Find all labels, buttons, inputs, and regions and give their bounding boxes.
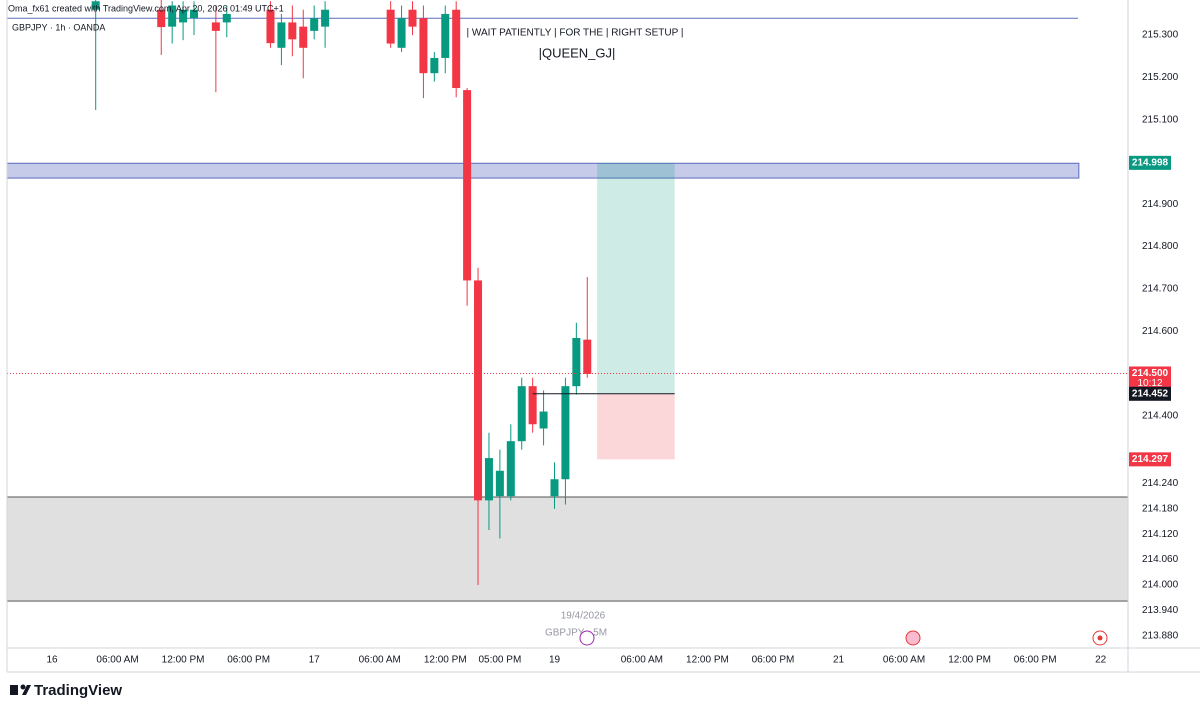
candle-body	[506, 441, 515, 497]
x-tick-label: 06:00 AM	[359, 655, 401, 666]
event-icon[interactable]	[905, 630, 921, 646]
y-tick-label: 214.120	[1142, 529, 1179, 540]
candle-body	[91, 1, 100, 10]
y-tick-label: 213.940	[1142, 605, 1179, 616]
x-tick-label: 22	[1095, 655, 1107, 666]
candle-body	[299, 26, 308, 48]
x-tick-label: 21	[833, 655, 845, 666]
candle-body	[517, 386, 526, 442]
candle-body	[277, 22, 286, 48]
candle-body	[266, 9, 275, 44]
price-label-box	[1129, 386, 1171, 401]
price-label: 214.998	[1132, 157, 1169, 168]
x-tick-label: 17	[309, 655, 321, 666]
y-tick-label: 214.700	[1142, 284, 1179, 295]
candle-body	[452, 9, 461, 88]
x-tick-label: 06:00 AM	[96, 655, 138, 666]
candle-body	[386, 9, 395, 44]
x-tick-label: 12:00 PM	[162, 655, 205, 666]
y-tick-label: 214.180	[1142, 503, 1179, 514]
x-tick-label: 16	[46, 655, 58, 666]
candle-body	[484, 458, 493, 501]
candle-body	[539, 411, 548, 429]
candle-body	[474, 280, 483, 501]
logo-mark	[20, 684, 26, 690]
y-tick-label: 214.600	[1142, 326, 1179, 337]
y-tick-label: 215.200	[1142, 72, 1179, 83]
x-tick-label: 12:00 PM	[948, 655, 991, 666]
plot-area	[7, 0, 1128, 602]
x-tick-label: 12:00 PM	[424, 655, 467, 666]
candle-body	[310, 18, 319, 31]
candle-body	[190, 9, 199, 19]
event-icon-dot	[1097, 635, 1103, 641]
x-tick-label: 06:00 AM	[621, 655, 663, 666]
annotation: |QUEEN_GJ|	[539, 45, 616, 60]
candle-body	[419, 18, 428, 74]
credit: Oma_fx61 created with TradingView.com, A…	[8, 3, 284, 13]
annotation: | WAIT PATIENTLY | FOR THE | RIGHT SETUP…	[467, 28, 684, 39]
candle-body	[561, 386, 570, 480]
candle-body	[495, 470, 504, 497]
date-label: 19/4/2026	[561, 611, 606, 622]
candle-body	[211, 22, 220, 31]
candle-body	[179, 9, 188, 23]
y-tick-label: 215.100	[1142, 114, 1179, 125]
symbol: GBPJPY · 1h · OANDA	[12, 22, 105, 32]
candle-body	[321, 9, 330, 27]
target-zone	[597, 162, 675, 394]
candle-body	[441, 13, 450, 58]
y-tick-label: 214.900	[1142, 199, 1179, 210]
candle-body	[528, 386, 537, 425]
candle-body	[550, 479, 559, 497]
y-tick-label: 215.300	[1142, 30, 1179, 41]
candle-body	[408, 9, 417, 27]
candle-body	[168, 5, 177, 27]
price-label: 214.452	[1132, 388, 1169, 399]
x-tick-label: 06:00 PM	[1014, 655, 1057, 666]
price-label: 214.500	[1132, 368, 1169, 379]
candle-body	[572, 337, 581, 387]
event-icon[interactable]	[579, 630, 595, 646]
stop-zone	[597, 393, 675, 460]
price-label-box	[1129, 155, 1171, 170]
candle-body	[222, 13, 231, 23]
y-tick-label: 214.400	[1142, 410, 1179, 421]
x-tick-label: 06:00 PM	[227, 655, 270, 666]
price-label-box	[1129, 366, 1171, 389]
x-tick-label: 12:00 PM	[686, 655, 729, 666]
price-label-box	[1129, 452, 1171, 467]
candle-body	[157, 9, 166, 28]
candle-body	[583, 339, 592, 374]
x-tick-label: 06:00 PM	[752, 655, 795, 666]
y-tick-label: 214.800	[1142, 241, 1179, 252]
y-tick-label: 214.060	[1142, 554, 1179, 565]
candle-body	[463, 90, 472, 281]
logo-mark	[22, 685, 31, 695]
brand: TradingView	[34, 682, 122, 699]
price-label: 214.297	[1132, 454, 1169, 465]
zone	[7, 162, 1080, 179]
candle-body	[430, 57, 439, 74]
logo-mark	[10, 685, 18, 695]
x-tick-label: 05:00 PM	[478, 655, 521, 666]
y-tick-label: 213.880	[1142, 630, 1179, 641]
y-tick-label: 214.000	[1142, 580, 1179, 591]
candle-body	[288, 22, 297, 40]
zone	[7, 496, 1128, 602]
candle-body	[397, 18, 406, 48]
x-tick-label: 06:00 AM	[883, 655, 925, 666]
y-tick-label: 214.240	[1142, 478, 1179, 489]
price-label-sub: 10:12	[1137, 378, 1162, 389]
x-tick-label: 19	[549, 655, 561, 666]
interval-label: GBPJPY · 5M	[545, 628, 607, 639]
